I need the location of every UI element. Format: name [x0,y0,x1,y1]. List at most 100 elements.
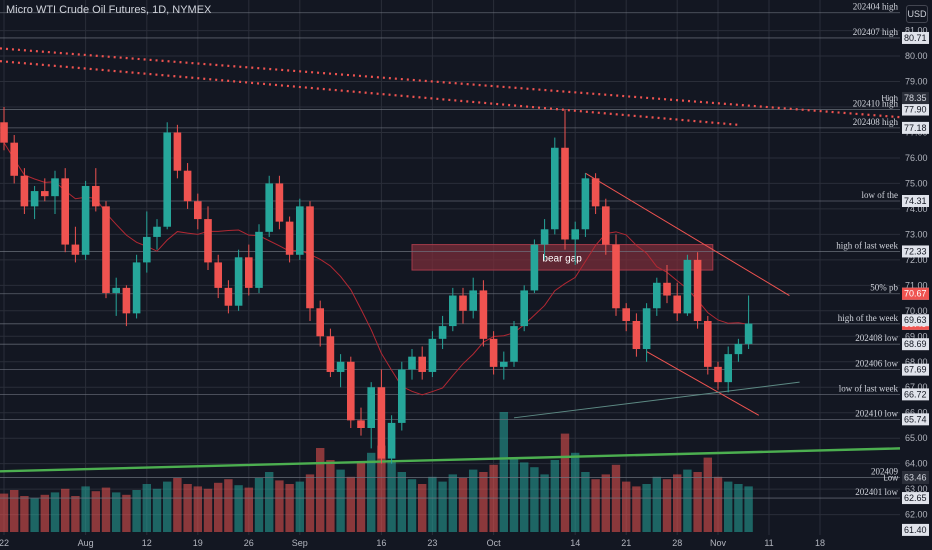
low-price-tag-bg [902,471,929,484]
volume-bar [724,481,733,532]
volume-bar [81,486,90,532]
candle-body [224,287,233,306]
volume-bar [601,474,610,532]
volume-bar [520,462,529,532]
level-price-tag-bg [902,413,929,426]
volume-bar [418,484,427,532]
volume-bar [673,474,682,532]
low-price-tag: 63.46 [904,472,927,482]
candle-body [255,231,263,288]
candle [234,249,243,311]
candle-body [602,206,610,245]
volume-bar [591,479,600,532]
level-price-tag-bg [902,338,929,351]
volume-bar [10,490,19,532]
high-label: High [882,94,898,103]
candle-body [173,132,182,171]
candle-body [143,236,151,263]
level-price-tag: 67.69 [904,365,927,375]
volume-bar [244,487,253,532]
level-label: 202409 [871,466,899,476]
candle [132,254,141,319]
candle-body [571,229,579,240]
candle [520,285,528,332]
volume-bar [20,496,29,532]
candle-body [622,308,630,321]
volume-bar [469,469,478,532]
volume-bar [693,472,702,532]
long-term-support-line [0,447,901,473]
low-label: Low [883,473,898,482]
high-price-tag: 78.35 [904,93,927,103]
channel-line-upper [585,172,790,296]
price-tick-label: 66.00 [905,408,928,418]
level-label: 202406 low [855,359,898,369]
candle-body [449,295,457,327]
price-tick-label: 68.00 [905,357,928,367]
level-price-tag: 80.71 [904,33,927,43]
candle [642,303,651,362]
volume-bar [530,467,539,532]
volume-bar [0,493,9,532]
candle [500,351,508,380]
candle-body [214,262,222,288]
dotted-trendline-upper [0,60,739,126]
time-tick-label: 21 [621,538,631,548]
candle [10,135,18,184]
candle-body [744,323,753,344]
volume-bar [356,462,366,532]
candle [214,254,222,299]
volume-bar [285,484,294,532]
volume-bar [91,491,100,532]
candle [663,264,671,304]
candle-body [612,244,620,309]
candle-body [163,132,171,227]
volume-bar [305,474,315,532]
level-price-tag: 74.31 [904,196,927,206]
candle-body [71,244,80,255]
candle [398,361,406,431]
level-lines: 202404 high 202407 high 202410 high 202408 … [0,2,900,499]
time-tick-label: 18 [815,538,825,548]
candle [255,224,263,293]
level-label: 202401 low [855,487,898,497]
candle-body [367,387,375,428]
candle [377,369,386,464]
candle [632,313,641,357]
price-tick-label: 64.00 [905,459,928,469]
candle-body [693,259,702,321]
candle-body [357,420,365,428]
volume-bar [50,492,60,532]
candle [296,198,304,260]
level-label: 50% pb [870,283,898,293]
level-price-tag-bg [902,245,929,258]
candle-body [398,369,406,423]
candle-body [673,295,681,314]
volume-bar [224,479,233,532]
time-axis: 22 Aug 12 19 26 Sep 16 23 Oct 14 21 28 Nov 11 18 [0,536,900,550]
volume-bar [193,486,202,532]
candle [673,282,681,321]
price-tick-label: 70.00 [905,306,928,316]
candle-body [20,175,29,207]
level-label: low of last week [839,383,899,393]
candle [561,109,569,250]
candle [428,331,437,378]
candle [724,346,732,393]
candle-body [194,201,202,220]
candle [51,170,59,214]
volume-bar [509,457,519,532]
candle [275,175,284,230]
rising-support-line [513,381,800,419]
candle [81,180,90,260]
volume-bar [438,481,447,532]
time-tick-label: 16 [376,538,386,548]
candle [143,211,151,273]
currency-button[interactable]: USD [906,5,928,23]
volume-bar [367,452,376,532]
volume-bar [428,476,437,532]
level-price-tag-bg [902,121,929,134]
time-tick-label: Sep [292,538,308,548]
candle-body [561,147,569,240]
